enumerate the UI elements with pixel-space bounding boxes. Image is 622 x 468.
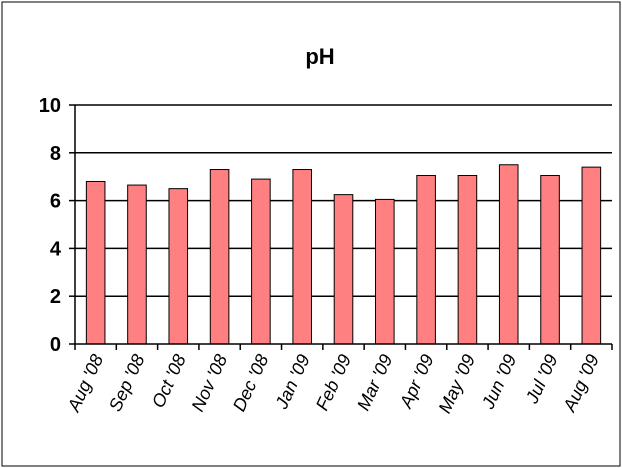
- bar: [209, 169, 230, 345]
- bar: [251, 178, 271, 345]
- bars: [85, 164, 602, 345]
- bar: [457, 175, 478, 345]
- y-tick-label: 0: [50, 334, 61, 356]
- bar: [127, 184, 147, 345]
- bar: [416, 175, 436, 345]
- y-tick-label: 2: [50, 286, 61, 308]
- y-tick-label: 6: [50, 191, 61, 213]
- bar: [333, 194, 354, 345]
- y-tick-label: 8: [50, 143, 61, 165]
- y-tick-label: 10: [39, 95, 61, 117]
- bar: [581, 166, 602, 345]
- y-tick-labels: 0 2 4 6 8 10: [39, 95, 62, 356]
- bar: [498, 164, 519, 345]
- bar: [292, 169, 312, 345]
- bar: [85, 180, 106, 345]
- chart-title: pH: [305, 44, 334, 69]
- axes: [69, 104, 613, 350]
- y-tick-label: 4: [50, 238, 62, 260]
- bar: [168, 188, 189, 345]
- bar: [540, 175, 560, 345]
- bar: [375, 198, 395, 345]
